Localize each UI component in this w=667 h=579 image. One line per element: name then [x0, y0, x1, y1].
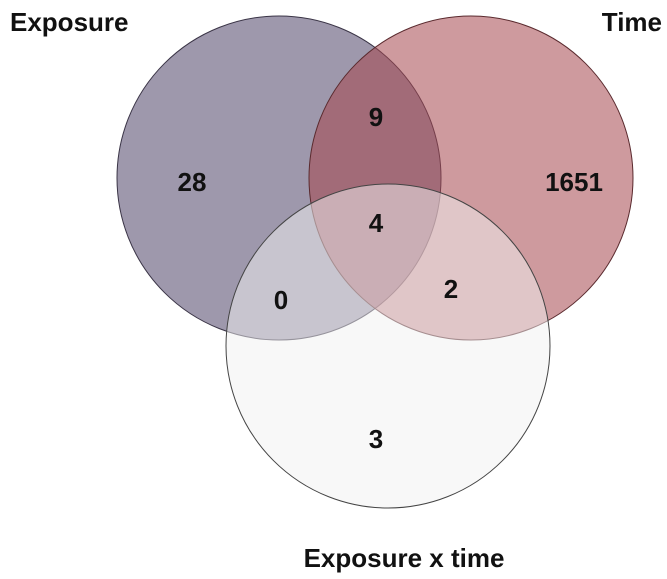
time-interaction-count: 2 [444, 274, 458, 304]
all-three-count: 4 [369, 208, 384, 238]
exposure-interaction-count: 0 [274, 285, 288, 315]
time-only-count: 1651 [545, 167, 603, 197]
exposure-time-count: 9 [369, 102, 383, 132]
exposure-x-time-circle [226, 184, 550, 508]
exposure-label: Exposure [10, 7, 129, 37]
time-label: Time [602, 7, 662, 37]
exposure-only-count: 28 [178, 167, 207, 197]
exposure-x-time-label: Exposure x time [304, 543, 505, 573]
interaction-only-count: 3 [369, 424, 383, 454]
